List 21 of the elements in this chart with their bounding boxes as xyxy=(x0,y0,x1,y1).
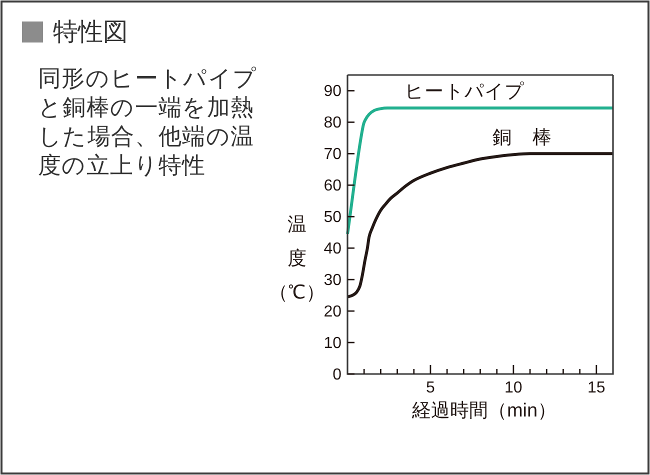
text: 同形のヒートパイプと銅棒の一端を加熱した場合、他端の温度の立上り特性 xyxy=(38,65,258,181)
y-axis-title: 温度（℃） xyxy=(269,214,325,303)
y-tick-label: 40 xyxy=(324,240,342,258)
y-tick-label: 20 xyxy=(324,304,342,321)
y-tick-label: 70 xyxy=(324,146,342,164)
y-tick-label: 60 xyxy=(324,178,342,195)
y-tick-label: 0 xyxy=(332,366,342,384)
line-series xyxy=(346,152,614,298)
series-label: ヒートパイプ xyxy=(404,82,524,103)
x-tick-label: 5 xyxy=(426,380,436,396)
y-tick-label: 90 xyxy=(324,83,342,100)
y-tick-label: 10 xyxy=(324,335,342,352)
x-tick-label: 10 xyxy=(504,380,522,396)
y-tick-label: 50 xyxy=(324,209,342,226)
y-tick-label: 80 xyxy=(324,114,342,132)
y-tick-label: 30 xyxy=(324,272,342,290)
line-series xyxy=(346,106,614,236)
text: 特性図 xyxy=(53,17,128,47)
series-label: 銅 棒 xyxy=(492,128,553,149)
x-tick-label: 15 xyxy=(588,380,606,396)
x-axis-title: 経過時間（min） xyxy=(410,400,557,422)
